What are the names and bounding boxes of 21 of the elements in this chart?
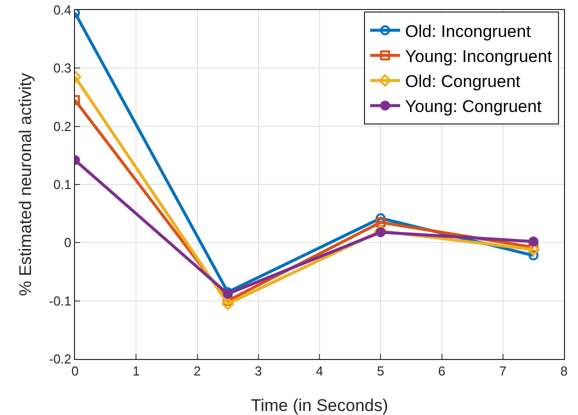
- y-tick-label: -0.2: [48, 352, 72, 367]
- x-tick-label: 4: [316, 364, 324, 379]
- y-tick-label: 0.4: [53, 2, 72, 18]
- x-tick-label: 5: [377, 364, 384, 379]
- y-tick-label: 0.3: [53, 60, 72, 76]
- x-tick-label: 2: [194, 364, 201, 379]
- x-tick-label: 1: [132, 364, 140, 379]
- legend-label: Young: Incongruent: [405, 47, 552, 66]
- y-tick-label: 0.2: [53, 118, 72, 134]
- y-tick-label: 0.1: [53, 177, 72, 192]
- x-tick-label: 6: [438, 364, 446, 379]
- x-tick-label: 3: [254, 364, 262, 379]
- x-tick-label: 7: [499, 364, 506, 379]
- legend-label: Old: Congruent: [405, 72, 521, 92]
- x-tick-label: 8: [560, 364, 568, 379]
- x-axis-title: Time (in Seconds): [250, 396, 388, 415]
- legend-label: Young: Congruent: [405, 97, 542, 116]
- legend-label: Old: Incongruent: [405, 22, 532, 41]
- y-tick-label: 0: [64, 235, 72, 250]
- y-axis-title: % Estimated neuronal activity: [16, 72, 35, 296]
- y-tick-label: -0.1: [48, 293, 72, 308]
